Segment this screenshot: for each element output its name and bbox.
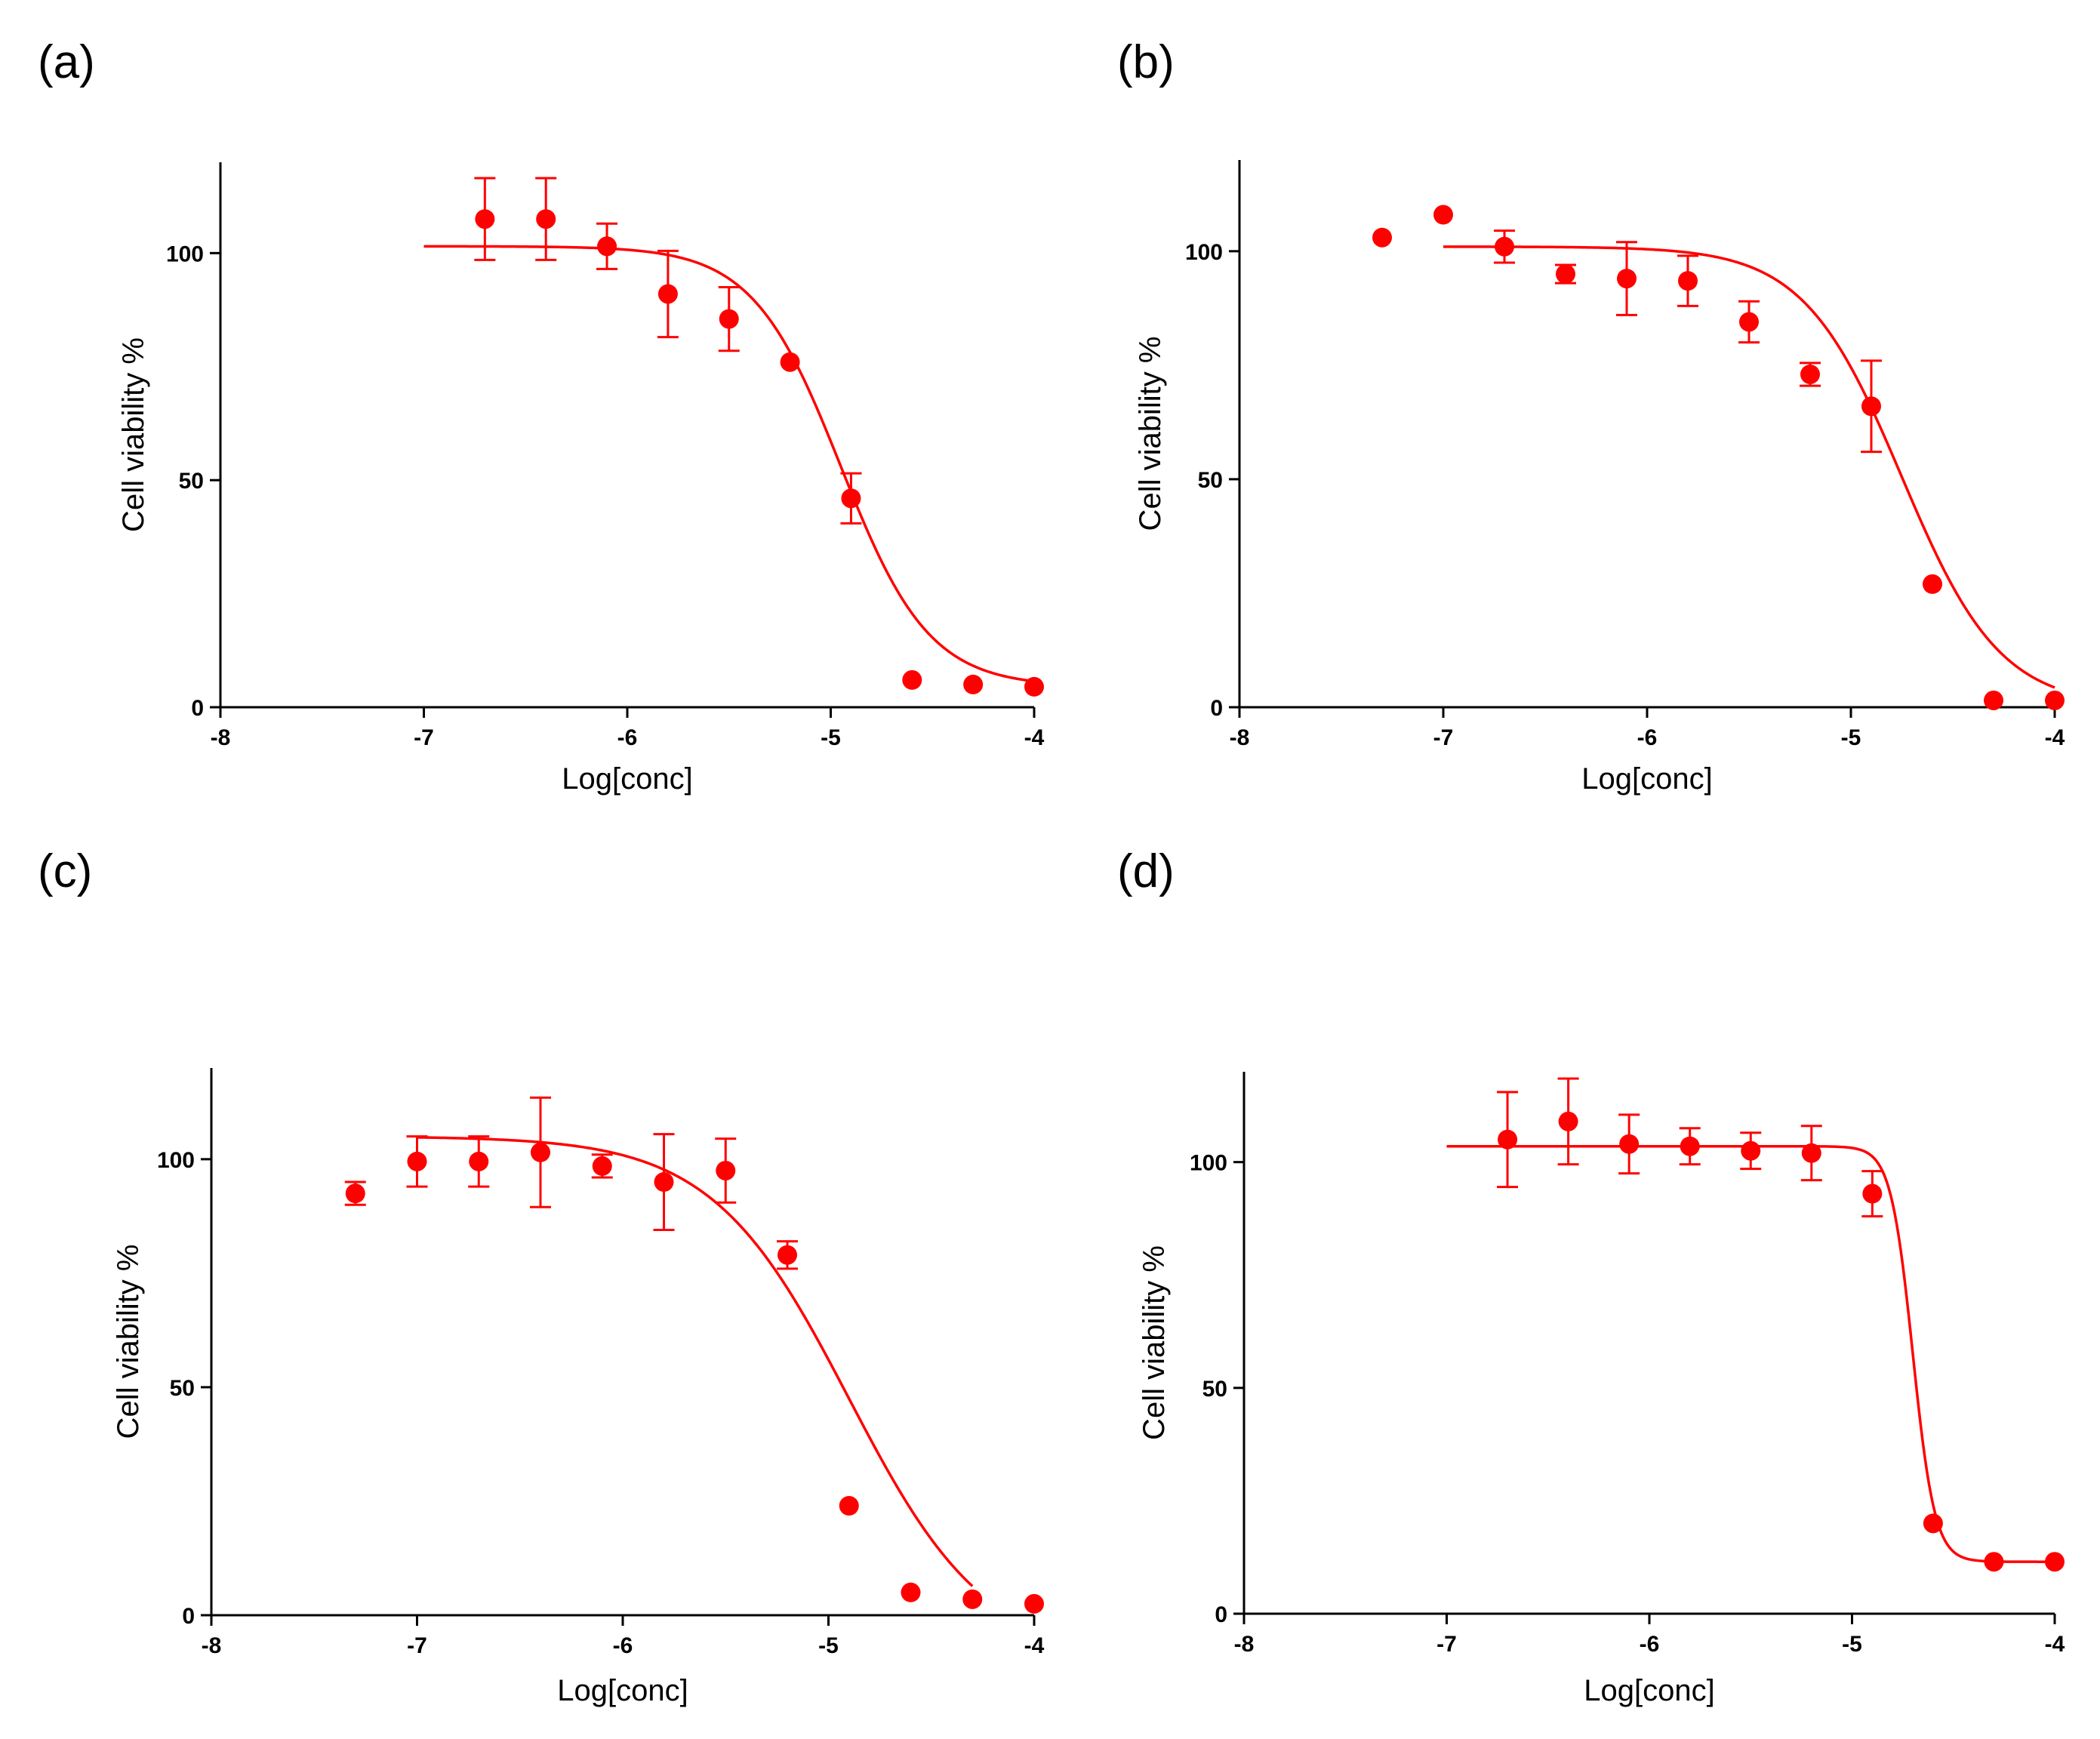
data-point — [839, 1496, 859, 1516]
fit-curve — [1446, 1144, 2055, 1563]
data-point — [1556, 264, 1575, 285]
y-axis-title: Cell viability % — [1134, 337, 1167, 531]
data-point — [1498, 1129, 1518, 1150]
data-point — [407, 1151, 427, 1171]
fit-curve — [1443, 245, 2055, 689]
data-point — [1617, 269, 1637, 289]
x-tick-label: -6 — [1640, 1632, 1660, 1657]
x-tick-label: -7 — [1433, 725, 1454, 750]
data-point — [1923, 574, 1942, 594]
panel-label: (d) — [1117, 845, 1175, 897]
x-tick-label: -6 — [1637, 725, 1658, 750]
data-point — [597, 236, 617, 257]
data-point — [1680, 1136, 1700, 1156]
data-point — [1558, 1111, 1578, 1131]
data-point — [1984, 1552, 2004, 1572]
data-point — [901, 1582, 921, 1602]
x-tick-label: -7 — [407, 1633, 427, 1658]
data-point — [1923, 1513, 1943, 1534]
x-tick-label: -4 — [2045, 1632, 2065, 1657]
fit-curve — [423, 245, 1035, 683]
y-tick-label: 100 — [1185, 240, 1223, 265]
data-point — [1862, 1183, 1883, 1204]
data-point — [1984, 690, 2003, 710]
data-point — [962, 1589, 983, 1609]
x-axis-title: Log[conc] — [1584, 1674, 1714, 1707]
panel-label: (b) — [1117, 36, 1175, 88]
chart-panel-4: (d) -8 -7 -6 -5 -4 0 50 100 Log[conc] Cell viabili… — [1117, 845, 2065, 1707]
data-point — [902, 669, 922, 690]
data-point — [780, 352, 800, 372]
x-tick-label: -8 — [1234, 1632, 1255, 1657]
data-point — [345, 1183, 365, 1204]
y-axis-title: Cell viability % — [1138, 1245, 1171, 1440]
y-axis-title: Cell viability % — [117, 337, 150, 532]
x-tick-label: -8 — [1230, 725, 1250, 750]
data-point — [841, 488, 861, 509]
y-tick-label: 50 — [1202, 1377, 1227, 1402]
x-tick-label: -7 — [1436, 1632, 1457, 1657]
data-point — [1619, 1134, 1640, 1154]
y-tick-label: 50 — [179, 469, 204, 494]
y-tick-label: 100 — [166, 242, 204, 266]
y-tick-label: 100 — [1190, 1151, 1227, 1176]
x-axis-title: Log[conc] — [557, 1674, 688, 1707]
data-point — [2045, 690, 2065, 710]
data-point — [1433, 205, 1453, 225]
data-point — [536, 209, 556, 229]
data-point — [469, 1151, 489, 1171]
data-point — [963, 674, 984, 694]
panel-label: (c) — [38, 845, 92, 897]
x-tick-label: -6 — [617, 725, 638, 750]
x-tick-label: -4 — [1024, 1633, 1045, 1658]
x-axis-title: Log[conc] — [1581, 762, 1712, 796]
data-point — [1741, 1140, 1761, 1161]
data-point — [1024, 1593, 1044, 1614]
y-tick-label: 50 — [170, 1376, 195, 1401]
data-point — [657, 284, 678, 304]
data-point — [592, 1156, 612, 1176]
y-tick-label: 50 — [1198, 468, 1223, 493]
x-tick-label: -7 — [414, 725, 434, 750]
data-point — [1495, 236, 1514, 257]
data-point — [1024, 676, 1044, 697]
x-tick-label: -5 — [1841, 725, 1861, 750]
x-tick-label: -5 — [818, 1633, 839, 1658]
data-point — [716, 1160, 736, 1180]
y-tick-label: 0 — [182, 1604, 195, 1629]
data-point — [1372, 227, 1392, 248]
x-axis-title: Log[conc] — [562, 762, 692, 796]
panel-label: (a) — [38, 36, 95, 88]
y-axis-title: Cell viability % — [112, 1245, 145, 1439]
chart-panel-2: (b) -8 -7 -6 -5 -4 0 50 100 Log[conc] Cell viabili… — [1117, 36, 2065, 796]
x-tick-label: -6 — [613, 1633, 633, 1658]
x-tick-label: -4 — [1024, 725, 1045, 750]
y-tick-label: 0 — [191, 696, 204, 721]
data-point — [1801, 1143, 1821, 1163]
data-point — [475, 209, 495, 229]
data-point — [1739, 312, 1759, 332]
data-point — [2045, 1552, 2065, 1572]
x-tick-label: -4 — [2045, 725, 2065, 750]
chart-panel-3: (c) -8 -7 -6 -5 -4 0 50 100 Log[conc] Cell viabili… — [38, 845, 1045, 1707]
x-tick-label: -5 — [1842, 1632, 1862, 1657]
y-tick-label: 0 — [1215, 1602, 1227, 1627]
fit-curve — [417, 1136, 974, 1587]
data-point — [719, 309, 739, 329]
data-point — [1678, 271, 1698, 291]
x-tick-label: -8 — [211, 725, 231, 750]
y-tick-label: 100 — [157, 1148, 195, 1173]
x-tick-label: -5 — [821, 725, 841, 750]
data-point — [531, 1142, 550, 1162]
chart-panel-1: (a) -8 -7 -6 -5 -4 0 50 100 Log[conc] Cell viabili… — [38, 36, 1045, 796]
y-tick-label: 0 — [1210, 696, 1223, 721]
data-point — [1800, 364, 1820, 384]
data-point — [654, 1172, 674, 1193]
data-point — [1861, 396, 1881, 417]
x-tick-label: -8 — [202, 1633, 222, 1658]
data-point — [777, 1245, 797, 1265]
